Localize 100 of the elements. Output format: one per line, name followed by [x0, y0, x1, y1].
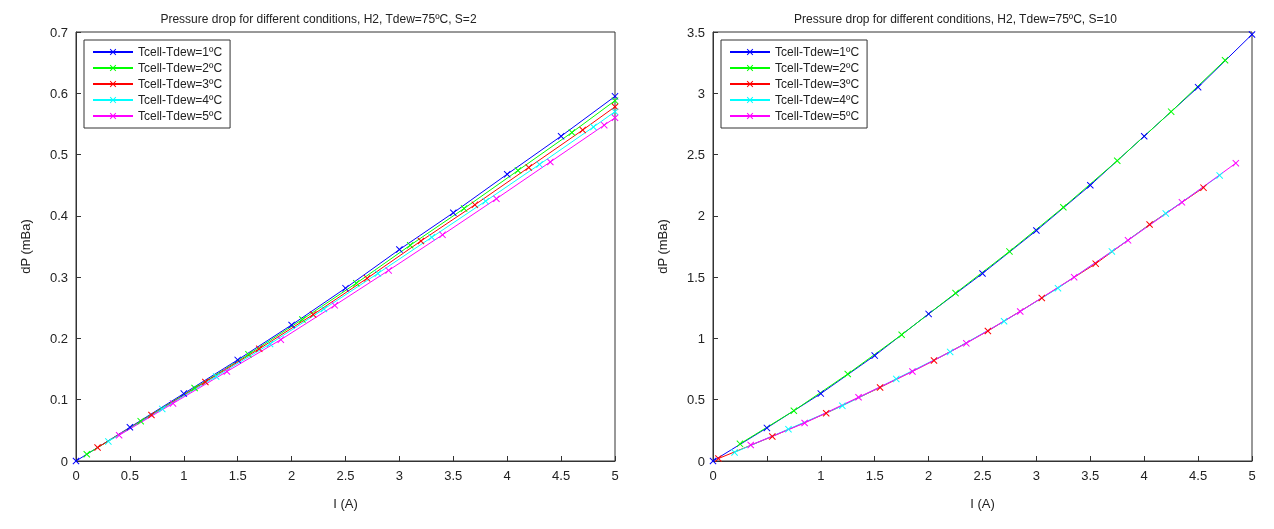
point: [801, 419, 809, 427]
point: [1000, 317, 1008, 325]
point: [546, 158, 554, 166]
y-axis-title: dP (mBa): [18, 219, 33, 274]
x-tick-label: 3: [395, 468, 404, 483]
x-tick-label: 4.5: [1189, 468, 1208, 483]
point: [471, 201, 479, 209]
point: [503, 170, 511, 178]
x-tick-label: 0: [709, 468, 717, 483]
y-tick-label: 0.2: [49, 330, 68, 346]
legend-label: Tcell-Tdew=4ºC: [138, 93, 223, 107]
x-tick-label: 3: [1032, 468, 1041, 483]
x-tick-label: 2: [924, 468, 933, 483]
y-tick-label: 0: [697, 453, 705, 469]
point: [892, 375, 900, 383]
point: [1113, 157, 1121, 165]
y-tick-label: 0.4: [49, 208, 68, 224]
y-tick-label: 0.7: [49, 24, 68, 40]
legend-label: Tcell-Tdew=4ºC: [775, 93, 860, 107]
y-tick-label: 0.1: [49, 392, 68, 408]
point: [428, 233, 436, 241]
point: [352, 279, 360, 287]
x-tick-label: 2.5: [973, 468, 992, 483]
x-tick-label: 1: [180, 468, 188, 483]
point: [1162, 209, 1170, 217]
point: [439, 231, 447, 239]
point: [952, 289, 960, 297]
legend-label: Tcell-Tdew=5ºC: [775, 109, 860, 123]
chart-title: Pressure drop for different conditions, H2, Tdew=75ºC, S=10: [794, 12, 1118, 26]
point: [460, 205, 468, 212]
x-tick-label: 5: [1248, 468, 1256, 483]
point: [898, 331, 906, 339]
point: [137, 417, 145, 425]
x-tick-label: 4: [1140, 468, 1148, 483]
x-axis-title: I (A): [333, 496, 358, 511]
point: [962, 339, 970, 347]
y-tick-label: 0.3: [49, 269, 68, 285]
y-tick-label: 2.5: [686, 147, 705, 163]
y-tick-label: 2: [697, 208, 705, 224]
x-tick-label: 4: [503, 468, 511, 483]
x-tick-label: 2: [287, 468, 296, 483]
point: [342, 284, 349, 292]
x-tick-label: 1: [817, 468, 825, 483]
point: [191, 384, 199, 392]
point: [115, 431, 123, 439]
point: [1178, 198, 1186, 206]
point: [838, 402, 846, 410]
legend-label: Tcell-Tdew=5ºC: [138, 109, 223, 123]
point: [1016, 307, 1024, 315]
chart-title: Pressure drop for different conditions, H2, Tdew=75ºC, S=2: [160, 12, 477, 26]
y-tick-label: 0: [60, 453, 68, 469]
x-axis-title: I (A): [970, 496, 995, 511]
point: [1086, 181, 1094, 189]
point: [212, 372, 220, 380]
legend-label: Tcell-Tdew=1ºC: [775, 45, 860, 59]
point: [180, 390, 188, 398]
point: [234, 356, 242, 364]
x-tick-label: 1.5: [228, 468, 247, 483]
x-tick-label: 4.5: [552, 468, 571, 483]
point: [822, 409, 830, 417]
point: [568, 129, 576, 137]
point: [363, 274, 371, 282]
y-tick-label: 1.5: [686, 269, 705, 285]
point: [406, 241, 414, 249]
y-tick-label: 0.6: [49, 85, 68, 101]
point: [1124, 236, 1132, 244]
point: [1092, 260, 1100, 268]
point: [374, 269, 382, 277]
point: [126, 423, 134, 431]
y-tick-label: 1: [697, 330, 705, 346]
point: [223, 368, 231, 376]
point: [514, 167, 522, 175]
point: [449, 209, 457, 217]
point: [817, 390, 825, 398]
point: [309, 311, 317, 319]
point: [158, 405, 166, 413]
point: [930, 356, 938, 364]
point: [482, 197, 490, 205]
point: [784, 425, 792, 433]
y-axis-title: dP (mBa): [655, 219, 670, 274]
point: [600, 121, 608, 129]
point: [255, 345, 263, 353]
point: [1167, 108, 1175, 116]
point: [1232, 159, 1240, 167]
point: [277, 336, 285, 344]
point: [611, 97, 619, 105]
point: [790, 407, 798, 415]
point: [169, 399, 177, 407]
point: [1140, 132, 1148, 140]
point: [876, 383, 884, 391]
point: [331, 301, 339, 309]
legend-label: Tcell-Tdew=1ºC: [138, 45, 223, 59]
point: [589, 123, 597, 131]
y-tick-label: 3.5: [686, 24, 705, 40]
point: [1248, 30, 1256, 38]
x-tick-label: 0: [72, 468, 80, 483]
point: [288, 321, 296, 329]
x-tick-label: 2.5: [336, 468, 355, 483]
x-tick-label: 5: [611, 468, 619, 483]
x-tick-label: 3.5: [1081, 468, 1100, 483]
